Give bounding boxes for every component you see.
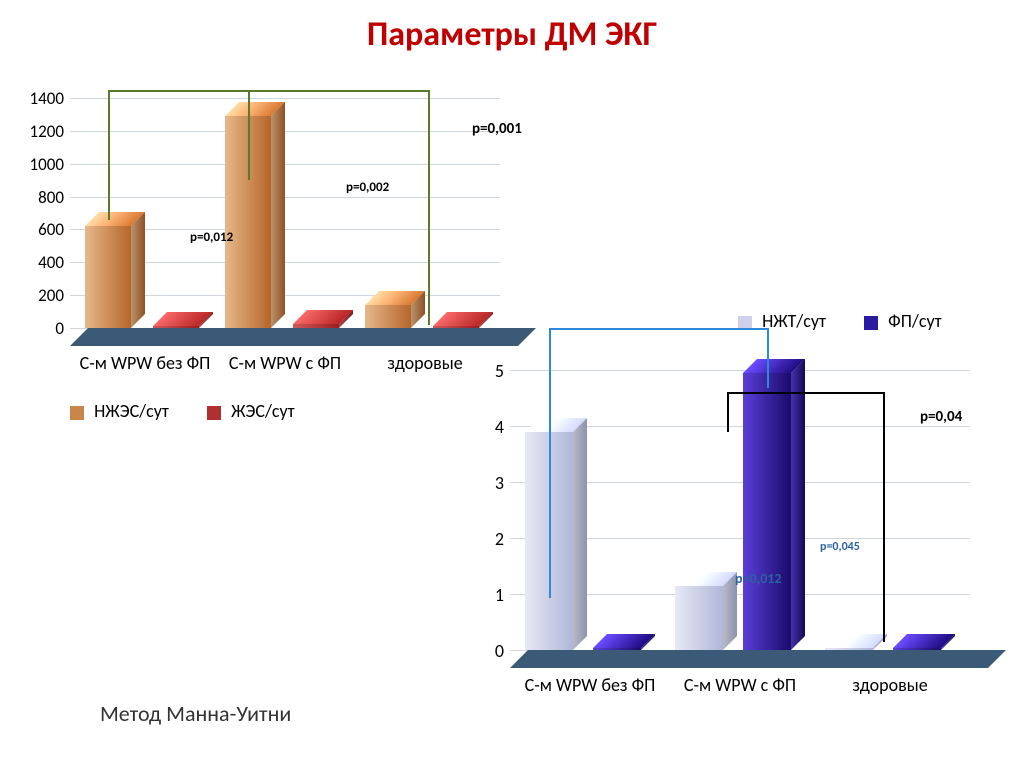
bar xyxy=(365,305,411,328)
p-value-annotation: p=0,04 xyxy=(920,408,962,426)
y-tick: 400 xyxy=(38,252,70,273)
chart2-plot: 012345С-м WPW без ФПС-м WPW с ФПздоровые… xyxy=(510,370,970,650)
legend-swatch-4 xyxy=(864,316,878,330)
p-value-annotation: p=0,002 xyxy=(346,180,389,195)
y-tick: 1000 xyxy=(30,154,70,175)
y-tick: 1400 xyxy=(30,88,70,109)
y-tick: 5 xyxy=(495,360,510,382)
chart-floor xyxy=(510,650,1006,668)
p-value-annotation: p=0,001 xyxy=(472,120,522,138)
bar xyxy=(85,226,131,328)
y-tick: 3 xyxy=(495,472,510,494)
bar xyxy=(743,373,791,650)
bracket xyxy=(767,328,769,388)
y-tick: 200 xyxy=(38,285,70,306)
gridline xyxy=(70,131,500,132)
y-tick: 1200 xyxy=(30,121,70,142)
category-label: С-м WPW без ФП xyxy=(515,674,665,696)
p-value-annotation: p=0,012 xyxy=(190,230,233,245)
legend-swatch-2 xyxy=(207,406,221,420)
bar xyxy=(593,648,641,650)
gridline xyxy=(70,98,500,99)
category-label: С-м WPW с ФП xyxy=(665,674,815,696)
footnote: Метод Манна-Уитни xyxy=(100,700,291,727)
chart1-plot: 0200400600800100012001400С-м WPW без ФПС… xyxy=(70,98,500,328)
bracket xyxy=(549,328,767,330)
chart-floor xyxy=(70,328,536,346)
bracket xyxy=(549,328,551,598)
legend-label-1: НЖЭС/сут xyxy=(94,400,169,422)
bracket xyxy=(108,90,110,220)
legend-label-3: НЖТ/сут xyxy=(762,310,826,332)
y-tick: 4 xyxy=(495,416,510,438)
category-label: С-м WPW без ФП xyxy=(75,352,215,374)
bracket xyxy=(883,392,885,642)
bar xyxy=(293,324,339,328)
chart1-legend: НЖЭС/сут ЖЭС/сут xyxy=(70,400,295,422)
page-title: Параметры ДМ ЭКГ xyxy=(0,14,1024,55)
p-value-annotation: p=0,012 xyxy=(735,570,781,587)
bar xyxy=(825,648,873,650)
category-label: С-м WPW с ФП xyxy=(215,352,355,374)
p-value-annotation: p=0,045 xyxy=(820,540,860,554)
gridline xyxy=(70,164,500,165)
y-tick: 0 xyxy=(495,640,510,662)
y-tick: 2 xyxy=(495,528,510,550)
bar xyxy=(893,648,941,650)
bar xyxy=(153,326,199,328)
category-label: здоровые xyxy=(815,674,965,696)
gridline xyxy=(510,370,970,371)
bracket xyxy=(248,90,250,180)
bracket xyxy=(428,90,430,325)
y-tick: 600 xyxy=(38,219,70,240)
bracket xyxy=(727,392,729,432)
bar xyxy=(433,326,479,328)
legend-label-2: ЖЭС/сут xyxy=(231,400,295,422)
bar xyxy=(675,586,723,650)
category-label: здоровые xyxy=(355,352,495,374)
y-tick: 1 xyxy=(495,584,510,606)
y-tick: 800 xyxy=(38,187,70,208)
y-tick: 0 xyxy=(55,318,70,339)
legend-swatch-1 xyxy=(70,406,84,420)
bracket xyxy=(108,90,428,92)
slide: { "title": { "text": "Параметры ДМ ЭКГ",… xyxy=(0,0,1024,767)
legend-label-4: ФП/сут xyxy=(888,310,941,332)
gridline xyxy=(70,197,500,198)
bracket xyxy=(727,392,883,394)
